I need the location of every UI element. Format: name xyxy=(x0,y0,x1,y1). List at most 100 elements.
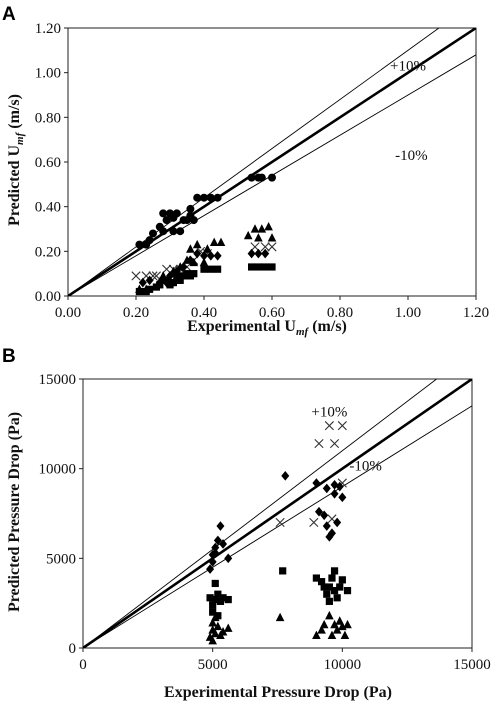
square-point xyxy=(330,587,339,595)
diamond-point xyxy=(213,535,222,546)
diamond-point xyxy=(330,488,339,499)
minus-10-percent-line xyxy=(83,405,472,648)
triangle-point xyxy=(250,224,260,233)
panel-label-a: A xyxy=(2,4,16,25)
y-tick-label: 10000 xyxy=(39,462,77,478)
diamond-point xyxy=(138,277,147,288)
circle-point xyxy=(193,193,202,202)
cross-point xyxy=(267,242,277,252)
cross-point xyxy=(275,517,285,528)
diamond-point xyxy=(211,548,220,558)
circle-point xyxy=(200,193,208,202)
y-tick-label: 0.20 xyxy=(35,244,61,260)
diamond-point xyxy=(320,510,329,521)
annotation-plus10: +10% xyxy=(311,405,347,421)
triangle-point xyxy=(210,628,220,638)
diamond-point xyxy=(261,248,270,259)
x-tick-label: 0.40 xyxy=(191,305,217,321)
triangle-point xyxy=(208,618,217,627)
triangle-point xyxy=(327,630,337,640)
circle-point xyxy=(186,204,195,213)
diamond-point xyxy=(333,517,342,528)
plus-10-percent-line xyxy=(83,379,438,648)
x-axis-label-a: Experimental Umf (m/s) xyxy=(187,318,347,338)
circle-point xyxy=(213,193,222,202)
y-tick-label: 0.80 xyxy=(35,110,61,126)
square-point xyxy=(209,601,217,609)
square-point xyxy=(214,590,222,598)
square-point xyxy=(268,263,276,271)
square-point xyxy=(325,597,333,605)
circle-point xyxy=(145,236,154,245)
triangle-point xyxy=(210,612,220,622)
diamond-point xyxy=(186,255,195,266)
circle-point xyxy=(159,227,168,236)
square-point xyxy=(176,276,184,284)
diamond-point xyxy=(322,483,331,494)
diamond-point xyxy=(314,506,323,517)
square-point xyxy=(328,574,336,582)
square-point xyxy=(343,587,352,595)
square-point xyxy=(214,265,222,273)
square-point xyxy=(312,574,320,582)
square-point xyxy=(173,272,181,280)
x-tick-label: 0.20 xyxy=(123,305,149,321)
diamond-point xyxy=(200,251,208,261)
diamond-point xyxy=(281,471,290,481)
square-point xyxy=(219,594,227,602)
y-tick-label: 0 xyxy=(69,641,77,657)
annotation-minus10: -10% xyxy=(395,148,428,164)
diamond-point xyxy=(322,521,331,531)
circle-point xyxy=(189,216,198,225)
square-point xyxy=(254,263,262,271)
parity-line xyxy=(83,379,472,648)
square-point xyxy=(206,594,214,602)
square-point xyxy=(279,567,287,575)
square-point xyxy=(330,567,339,575)
triangle-point xyxy=(213,621,223,631)
square-point xyxy=(214,612,222,620)
cross-point xyxy=(324,421,334,431)
triangle-point xyxy=(203,244,212,253)
square-point xyxy=(156,281,164,289)
triangle-point xyxy=(218,627,228,636)
square-point xyxy=(169,279,177,287)
diamond-point xyxy=(206,564,215,574)
square-point xyxy=(261,263,269,271)
cross-point xyxy=(260,242,270,252)
triangle-point xyxy=(317,625,326,634)
triangle-point xyxy=(209,237,219,246)
y-axis-label-b: Predicted Pressure Drop (Pa) xyxy=(6,412,23,612)
x-tick-label: 0.60 xyxy=(259,305,285,321)
square-point xyxy=(207,265,215,273)
diamond-point xyxy=(247,248,256,259)
diamond-point xyxy=(224,553,233,564)
triangle-point xyxy=(325,610,334,620)
circle-point xyxy=(268,173,276,182)
y-tick-label: 1.20 xyxy=(35,21,61,37)
square-point xyxy=(323,590,331,598)
x-tick-label: 0 xyxy=(79,657,87,673)
x-tick-label: 1.20 xyxy=(463,305,489,321)
diamond-point xyxy=(213,251,222,261)
panel-label-b: B xyxy=(2,346,16,367)
diamond-point xyxy=(327,528,336,539)
plus-10-percent-line xyxy=(68,28,440,296)
square-point xyxy=(336,583,344,591)
diamond-point xyxy=(335,481,344,492)
square-point xyxy=(209,608,217,616)
y-axis-label-a: Predicted Umf (m/s) xyxy=(6,94,26,226)
circle-point xyxy=(257,173,266,182)
x-tick-label: 15000 xyxy=(453,657,491,673)
square-point xyxy=(146,285,154,293)
diamond-point xyxy=(330,480,339,490)
square-point xyxy=(325,583,333,591)
square-point xyxy=(317,578,326,586)
triangle-point xyxy=(267,233,277,242)
y-tick-label: 0.00 xyxy=(35,289,61,305)
triangle-point xyxy=(332,625,342,634)
diamond-point xyxy=(312,478,321,488)
parity-line xyxy=(68,28,476,296)
panel-a: A 0.00 0.20 0.40 0.60 0.80 1.00 1.20 0.00 0.20 0… xyxy=(2,4,489,338)
